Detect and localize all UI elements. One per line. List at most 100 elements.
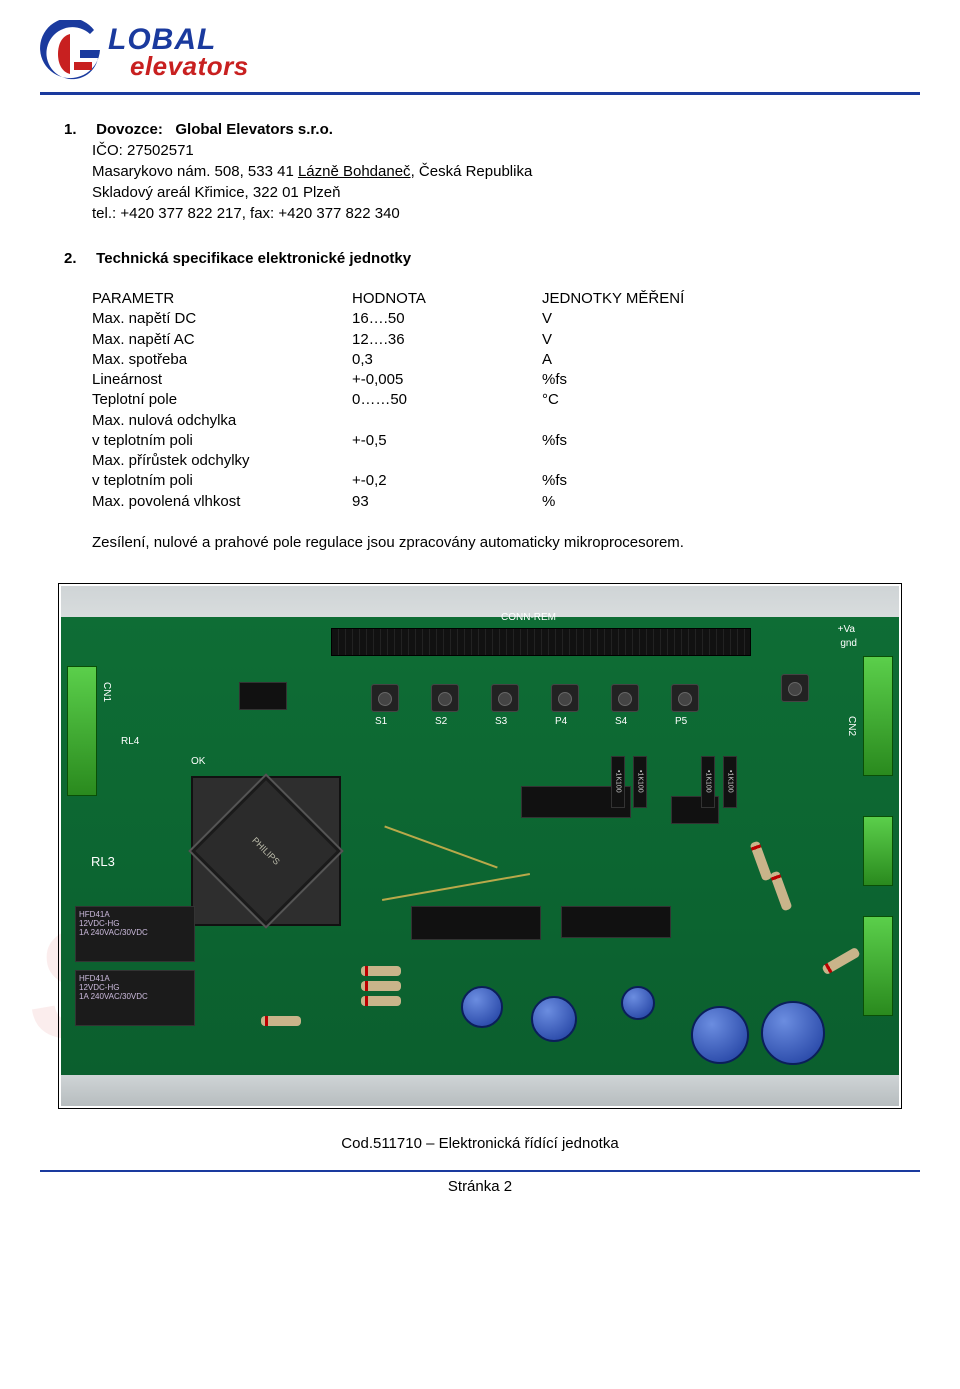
- unit-cell: %fs: [542, 370, 732, 390]
- unit-cell: %fs: [542, 431, 732, 451]
- param-cell: Max. napětí AC: [92, 330, 352, 350]
- value-cell: 93: [352, 492, 542, 512]
- ico-label: IČO:: [92, 142, 123, 159]
- relay-1-label: HFD41A 12VDC-HG 1A 240VAC/30VDC: [79, 910, 148, 937]
- param-cell: Max. povolená vlhkost: [92, 492, 352, 512]
- address-1-suffix: , Česká Republika: [411, 163, 533, 180]
- value-cell: 0……50: [352, 390, 542, 410]
- table-row: Max. nulová odchylka: [92, 411, 732, 431]
- pin-header-icon: [331, 628, 751, 656]
- pcb-photo: CONN-REM +Va gnd CN1 CN2 S1 S2 S3 P4 S4 …: [61, 586, 899, 1106]
- table-row: Max. povolená vlhkost93%: [92, 492, 732, 512]
- address-1-prefix: Masarykovo nám. 508, 533 41: [92, 163, 298, 180]
- table-row: Max. napětí AC12….36V: [92, 330, 732, 350]
- unit-cell: A: [542, 350, 732, 370]
- section-2-heading: 2. Technická specifikace elektronické je…: [64, 250, 896, 267]
- value-cell: 0,3: [352, 350, 542, 370]
- pcb-trace: [382, 873, 530, 901]
- value-cell: +-0,2: [352, 471, 542, 491]
- res-array-1-label: •1K100: [615, 770, 622, 793]
- button-s4: [611, 684, 639, 712]
- relay-2-label: HFD41A 12VDC-HG 1A 240VAC/30VDC: [79, 974, 148, 1001]
- value-cell: [352, 411, 542, 431]
- terminal-cn1: [67, 666, 97, 796]
- logo-g-icon: [40, 20, 104, 84]
- value-cell: 12….36: [352, 330, 542, 350]
- section-1-heading: 1. Dovozce: Global Elevators s.r.o.: [64, 121, 896, 138]
- table-row: v teplotním poli+-0,2%fs: [92, 471, 732, 491]
- resistor-6: [769, 870, 792, 911]
- table-row: Teplotní pole0……50°C: [92, 390, 732, 410]
- button-s1: [371, 684, 399, 712]
- res-array-4-label: •1K100: [727, 770, 734, 793]
- dip20-chip-1: [411, 906, 541, 940]
- address-1-link[interactable]: Lázně Bohdaneč: [298, 163, 411, 180]
- p4-label: P4: [555, 716, 567, 727]
- table-row: Max. spotřeba0,3A: [92, 350, 732, 370]
- importer-details: IČO: 27502571 Masarykovo nám. 508, 533 4…: [92, 140, 896, 224]
- ecap-5: [621, 986, 655, 1020]
- res-array-2-label: •1K100: [637, 770, 644, 793]
- res-array-3: •1K100: [701, 756, 715, 808]
- param-cell: v teplotním poli: [92, 471, 352, 491]
- col-header-value: HODNOTA: [352, 289, 542, 309]
- resistor-3: [361, 996, 401, 1006]
- button-s2: [431, 684, 459, 712]
- value-cell: 16….50: [352, 309, 542, 329]
- pcb-trace: [384, 825, 497, 868]
- section-2-number: 2.: [64, 250, 92, 267]
- brand-logo: LOBAL elevators: [40, 20, 249, 84]
- footer-code: Cod.511710 – Elektronická řídící jednotk…: [0, 1135, 960, 1152]
- param-cell: Lineárnost: [92, 370, 352, 390]
- address-2: Skladový areál Křimice, 322 01 Plzeň: [92, 182, 896, 203]
- rl4-label: RL4: [121, 736, 139, 747]
- s4-label: S4: [615, 716, 627, 727]
- phone-fax: tel.: +420 377 822 217, fax: +420 377 82…: [92, 203, 896, 224]
- param-cell: Max. spotřeba: [92, 350, 352, 370]
- resistor-7: [821, 946, 861, 975]
- param-cell: Teplotní pole: [92, 390, 352, 410]
- cn2-label: CN2: [846, 716, 857, 736]
- ecap-2: [531, 996, 577, 1042]
- ok-label: OK: [191, 756, 205, 767]
- cn1-label: CN1: [101, 682, 112, 702]
- plcc-chip-label: PHILIPS: [250, 835, 281, 866]
- s1-label: S1: [375, 716, 387, 727]
- unit-cell: V: [542, 330, 732, 350]
- relay-1: HFD41A 12VDC-HG 1A 240VAC/30VDC: [75, 906, 195, 962]
- footer-page: Stránka 2: [0, 1178, 960, 1215]
- unit-cell: °C: [542, 390, 732, 410]
- rl3-label: RL3: [91, 854, 115, 869]
- ecap-4: [761, 1001, 825, 1065]
- unit-cell: [542, 411, 732, 431]
- res-array-4: •1K100: [723, 756, 737, 808]
- gnd-label: gnd: [840, 638, 857, 649]
- conn-rem-label: CONN-REM: [501, 612, 556, 623]
- button-extra: [781, 674, 809, 702]
- ecap-1: [461, 986, 503, 1028]
- table-row: Max. přírůstek odchylky: [92, 451, 732, 471]
- col-header-param: PARAMETR: [92, 289, 352, 309]
- terminal-cn2: [863, 656, 893, 776]
- value-cell: +-0,005: [352, 370, 542, 390]
- resistor-4: [261, 1016, 301, 1026]
- section-1-number: 1.: [64, 121, 92, 138]
- value-cell: [352, 451, 542, 471]
- s2-label: S2: [435, 716, 447, 727]
- brand-bottom-text: elevators: [130, 53, 249, 79]
- res-array-2: •1K100: [633, 756, 647, 808]
- pcb-photo-frame: CONN-REM +Va gnd CN1 CN2 S1 S2 S3 P4 S4 …: [58, 583, 902, 1109]
- param-cell: Max. přírůstek odchylky: [92, 451, 352, 471]
- s3-label: S3: [495, 716, 507, 727]
- spec-table: PARAMETR HODNOTA JEDNOTKY MĚŘENÍ Max. na…: [92, 289, 732, 512]
- param-cell: v teplotním poli: [92, 431, 352, 451]
- header-rule: [40, 92, 920, 95]
- param-cell: Max. napětí DC: [92, 309, 352, 329]
- table-row: Lineárnost+-0,005%fs: [92, 370, 732, 390]
- res-array-3-label: •1K100: [705, 770, 712, 793]
- res-array-1: •1K100: [611, 756, 625, 808]
- company-name: Global Elevators s.r.o.: [175, 121, 333, 138]
- page-header: LOBAL elevators: [0, 0, 960, 92]
- table-row: Max. napětí DC16….50V: [92, 309, 732, 329]
- ico-value: 27502571: [127, 142, 194, 159]
